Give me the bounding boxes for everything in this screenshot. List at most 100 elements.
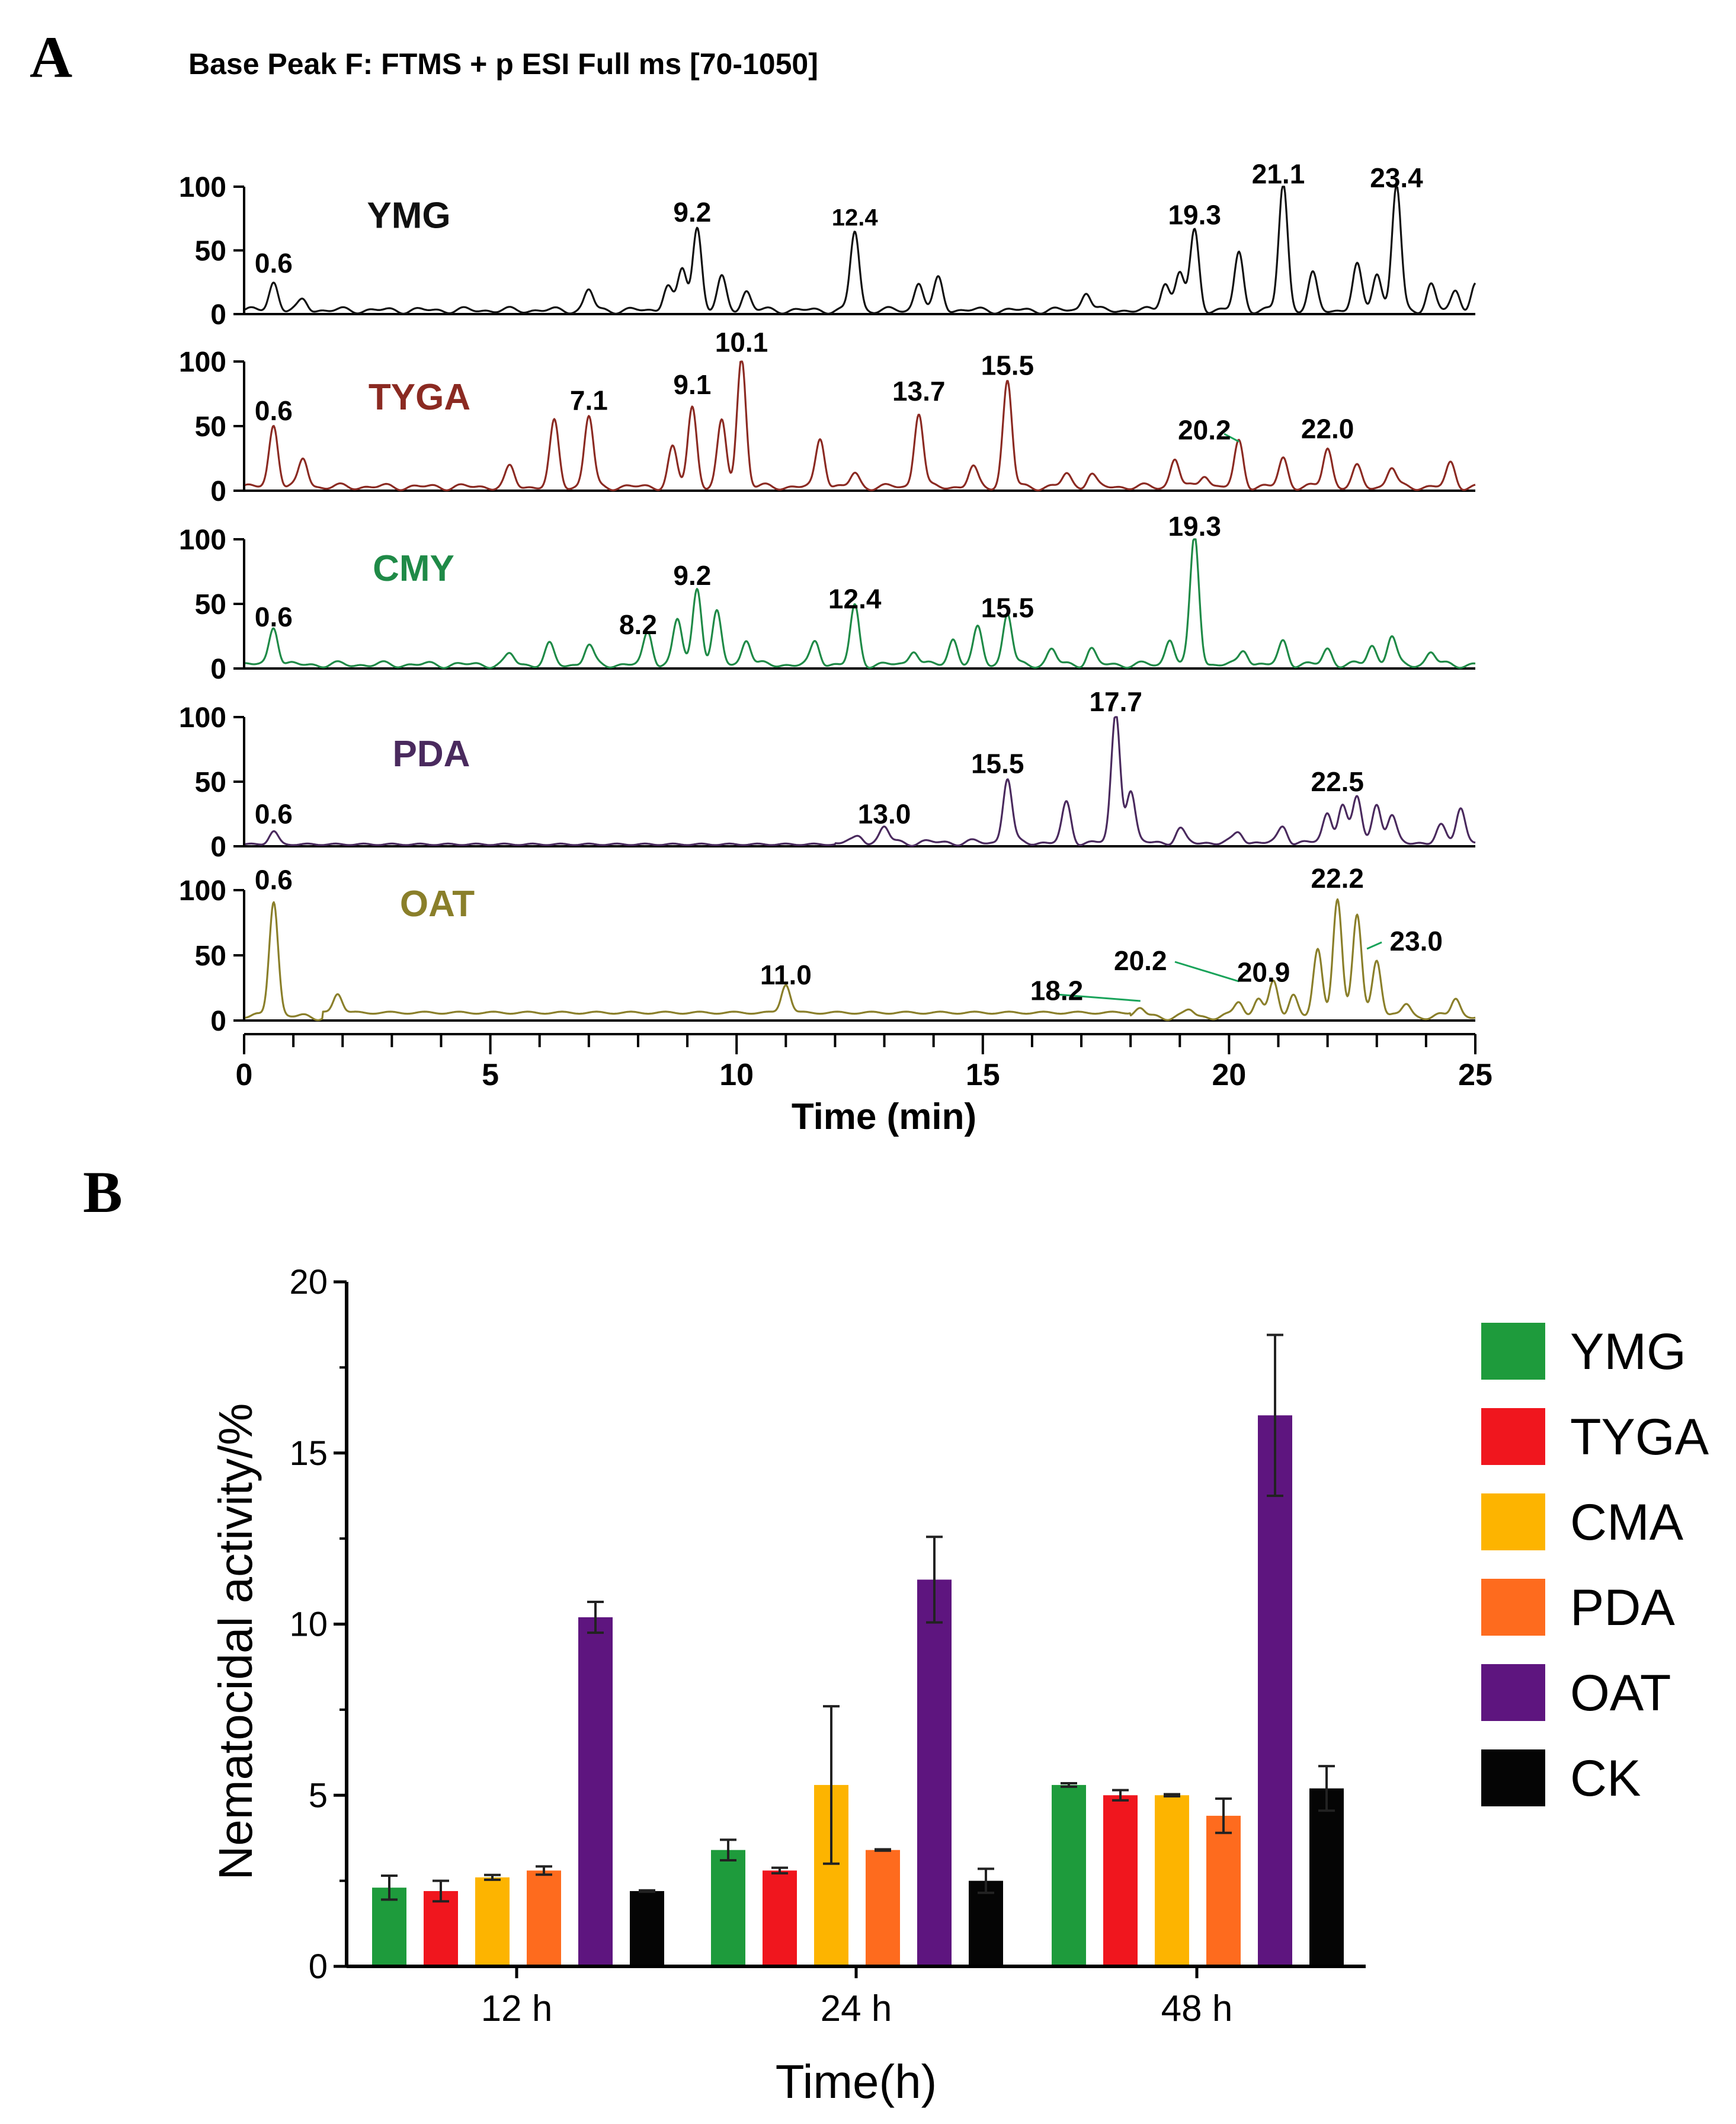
bar-ymg-48h <box>1052 1784 1086 1966</box>
bar-ymg-24h <box>711 1850 745 1966</box>
sample-name: CMY <box>373 548 454 589</box>
peak-label: 12.4 <box>828 583 882 614</box>
bar-chart-marks <box>372 1333 1344 1966</box>
y-tick-label: 0 <box>210 654 226 685</box>
signal-line <box>245 360 1476 491</box>
time-tick-label: 5 <box>482 1058 499 1092</box>
legend-item-pda: PDA <box>1481 1579 1675 1636</box>
y-tick-label: 0 <box>210 299 226 331</box>
peak-label: 15.5 <box>971 748 1024 779</box>
peak-label: 13.0 <box>858 799 911 830</box>
y-tick-label: 0 <box>309 1947 328 1986</box>
peak-label: 19.3 <box>1168 199 1221 230</box>
bar-cma-48h <box>1155 1795 1189 1966</box>
peak-label: 21.1 <box>1252 159 1305 190</box>
y-tick-label: 100 <box>179 172 226 203</box>
trace-ymg: 100 50 0 YMG 0.6 9.2 12.4 19.3 21.1 23.4 <box>179 159 1476 331</box>
peak-label: 0.6 <box>255 864 293 895</box>
chromatogram-traces: 100 50 0 YMG 0.6 9.2 12.4 19.3 21.1 23.4 100 50 0 TYG… <box>179 159 1476 1037</box>
y-tick-label: 0 <box>210 1006 226 1037</box>
bar-cma-12h <box>475 1877 510 1966</box>
y-tick-label: 15 <box>289 1434 328 1473</box>
y-tick-label: 100 <box>179 702 226 734</box>
panel-a-chromatograms: A Base Peak F: FTMS + p ESI Full ms [70-… <box>30 24 1492 1137</box>
legend-swatch <box>1481 1493 1545 1550</box>
y-axis-label: Nematocidal activity/% <box>209 1403 262 1880</box>
peak-label: 20.2 <box>1114 945 1167 976</box>
time-tick-label: 25 <box>1458 1058 1492 1092</box>
legend-label: CK <box>1570 1750 1641 1807</box>
x-axis-label: Time(h) <box>776 2055 937 2108</box>
legend-label: CMA <box>1570 1494 1684 1551</box>
y-tick-label: 50 <box>195 236 226 267</box>
bar-chart-axes: 0 5 10 15 20 12 h 24 h 48 h <box>289 1263 1366 2029</box>
peak-label: 15.5 <box>981 593 1034 623</box>
y-tick-label: 0 <box>210 476 226 507</box>
peak-label: 10.1 <box>715 327 768 357</box>
peak-label: 8.2 <box>619 609 657 640</box>
peak-label: 23.4 <box>1370 162 1423 193</box>
legend-label: PDA <box>1570 1579 1675 1636</box>
peak-label: 0.6 <box>255 799 293 830</box>
panel-b-bar-chart: B 0 5 10 15 20 12 h 24 h 48 h Nematocidal activ… <box>83 1159 1709 2108</box>
y-tick-label: 50 <box>195 411 226 443</box>
bar-pda-24h <box>866 1850 900 1966</box>
trace-tyga: 100 50 0 TYGA 0.6 7.1 9.110.1 13.7 15.5 20.2 22.0 <box>179 327 1476 507</box>
peak-label: 19.3 <box>1168 511 1221 542</box>
signal-line <box>245 538 1476 669</box>
legend-item-ck: CK <box>1481 1749 1641 1807</box>
x-tick-label: 24 h <box>821 1988 892 2029</box>
time-axis-label: Time (min) <box>792 1096 976 1137</box>
y-tick-label: 50 <box>195 941 226 972</box>
x-tick-label: 48 h <box>1161 1988 1233 2029</box>
legend-swatch <box>1481 1664 1545 1721</box>
y-tick-label: 0 <box>210 831 226 863</box>
legend-swatch <box>1481 1408 1545 1465</box>
peak-label: 9.2 <box>673 197 711 228</box>
trace-oat: 100 50 0 OAT 0.6 11.0 18.2 20.2 20.9 23.0 22.2 <box>179 863 1476 1037</box>
peak-label: 13.7 <box>892 376 946 407</box>
peak-label: 12.4 <box>832 204 879 231</box>
peak-label: 9.1 <box>673 369 711 400</box>
legend-label: YMG <box>1570 1323 1686 1380</box>
y-tick-label: 50 <box>195 589 226 620</box>
time-tick-label: 10 <box>719 1058 754 1092</box>
y-tick-label: 20 <box>289 1263 328 1301</box>
legend-label: TYGA <box>1570 1409 1709 1466</box>
peak-label: 9.2 <box>673 560 711 591</box>
peak-label: 17.7 <box>1089 686 1142 717</box>
sample-name: TYGA <box>369 377 470 418</box>
bar-ck-12h <box>630 1891 664 1966</box>
sample-name: YMG <box>367 195 450 236</box>
panel-a-letter: A <box>30 24 72 90</box>
legend-swatch <box>1481 1749 1545 1806</box>
legend-item-cma: CMA <box>1481 1493 1684 1551</box>
bar-oat-12h <box>578 1617 613 1966</box>
trace-cmy: 100 50 0 CMY 0.6 8.2 9.2 12.4 15.5 19.3 <box>179 511 1476 685</box>
time-axis: 0 5 10 15 20 25 <box>236 1033 1492 1092</box>
bar-oat-48h <box>1258 1415 1292 1966</box>
peak-label: 11.0 <box>760 959 812 990</box>
label-leader <box>1366 941 1382 950</box>
bar-pda-48h <box>1206 1815 1241 1966</box>
legend: YMG TYGA CMA PDA OAT CK <box>1481 1323 1709 1807</box>
sample-name: PDA <box>393 734 470 775</box>
signal-line <box>244 185 1476 315</box>
legend-item-ymg: YMG <box>1481 1323 1686 1380</box>
peak-label: 0.6 <box>255 248 293 279</box>
peak-label: 20.9 <box>1237 957 1290 988</box>
sample-name: OAT <box>400 884 475 925</box>
time-tick-label: 0 <box>236 1058 253 1092</box>
peak-label: 15.5 <box>981 350 1034 381</box>
x-tick-label: 12 h <box>481 1988 553 2029</box>
legend-item-tyga: TYGA <box>1481 1408 1709 1466</box>
bar-ck-24h <box>969 1880 1003 1966</box>
peak-label: 22.5 <box>1311 766 1364 797</box>
y-tick-label: 5 <box>309 1776 328 1815</box>
time-tick-label: 15 <box>966 1058 1000 1092</box>
signal-line <box>245 716 1476 847</box>
label-leader <box>1174 961 1239 983</box>
bar-pda-12h <box>527 1870 561 1966</box>
y-tick-label: 100 <box>179 347 226 378</box>
